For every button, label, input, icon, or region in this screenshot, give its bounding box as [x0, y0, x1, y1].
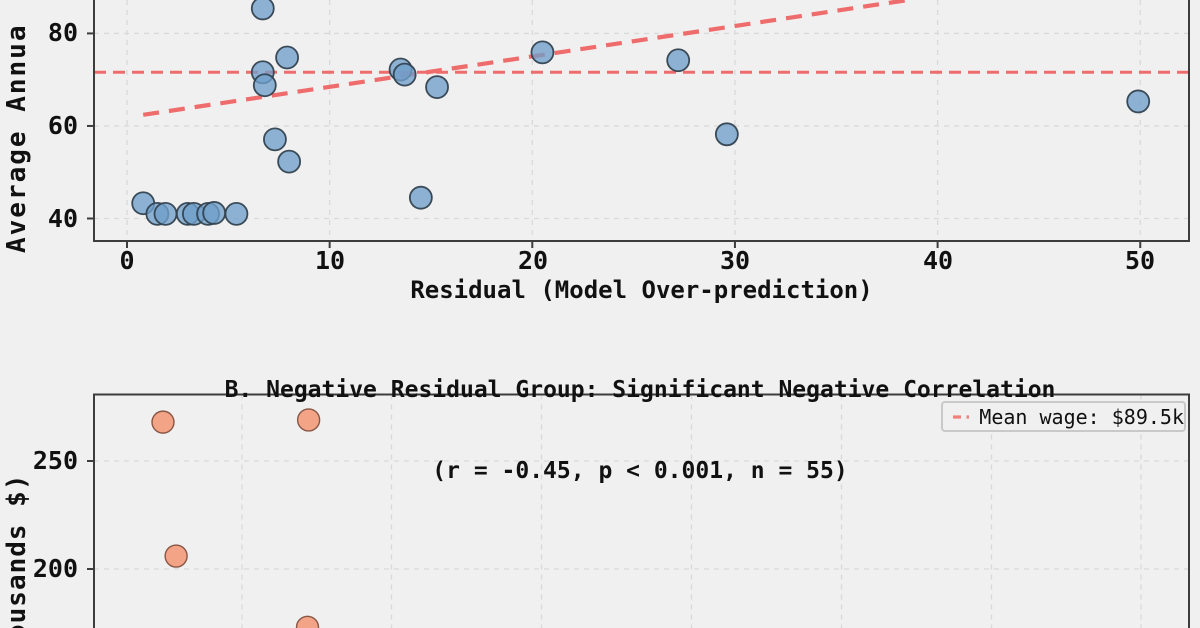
panel-a-x-tick-label: 50 [1124, 246, 1156, 275]
panel-b-title-line1: B. Negative Residual Group: Significant … [224, 377, 1056, 403]
legend-label: Mean wage: $89.5k [979, 404, 1184, 429]
panel-a-scatter-point [392, 62, 417, 87]
panel-a-scatter-point [250, 0, 275, 21]
panel-a-scatter-point [275, 45, 299, 70]
panel-a-scatter-point [153, 201, 178, 226]
panel-a-scatter-point [263, 127, 287, 152]
panel-a-x-tick-label: 10 [314, 246, 346, 275]
panel-b-title-line2: (r = -0.45, p < 0.001, n = 55) [432, 458, 848, 484]
panel-b-legend: Mean wage: $89.5k [941, 401, 1186, 432]
panel-b-scatter-point [295, 615, 320, 628]
panel-b-scatter-point [151, 410, 175, 434]
panel-a-y-tick-label: 40 [47, 204, 78, 233]
panel-a-scatter-point [252, 73, 277, 98]
panel-b-y-tick-label: 250 [32, 446, 78, 475]
panel-a-x-tick-label: 0 [119, 246, 135, 275]
panel-b-y-tick-label: 200 [32, 554, 78, 583]
panel-a-scatter-point [202, 201, 227, 225]
panel-a-x-axis-label: Residual (Model Over-prediction) [410, 276, 873, 304]
panel-a-x-tick-label: 30 [719, 246, 751, 275]
panel-a-scatter-point [714, 122, 739, 147]
panel-a-x-tick-label: 40 [922, 246, 954, 275]
panel-b-y-axis-label: (thousands $) [2, 473, 32, 628]
panel-a-scatter-point [224, 201, 249, 226]
panel-a-scatter-point [530, 40, 555, 65]
panel-a-scatter-point [277, 149, 302, 174]
panel-b-scatter-point [164, 544, 188, 568]
panel-a-y-tick-label: 60 [47, 111, 78, 140]
panel-a-scatter-point [425, 75, 449, 99]
panel-a-scatter-point [408, 185, 433, 210]
panel-a-x-tick-label: 20 [517, 246, 549, 275]
panel-b-scatter-point [296, 408, 321, 432]
panel-b-title: B. Negative Residual Group: Significant … [50, 323, 1200, 539]
panel-a-scatter-point [666, 48, 691, 73]
legend-red-dashed-line-icon [953, 414, 970, 419]
panel-a-scatter-point [1126, 89, 1151, 114]
panel-a-y-tick-label: 80 [47, 18, 78, 47]
